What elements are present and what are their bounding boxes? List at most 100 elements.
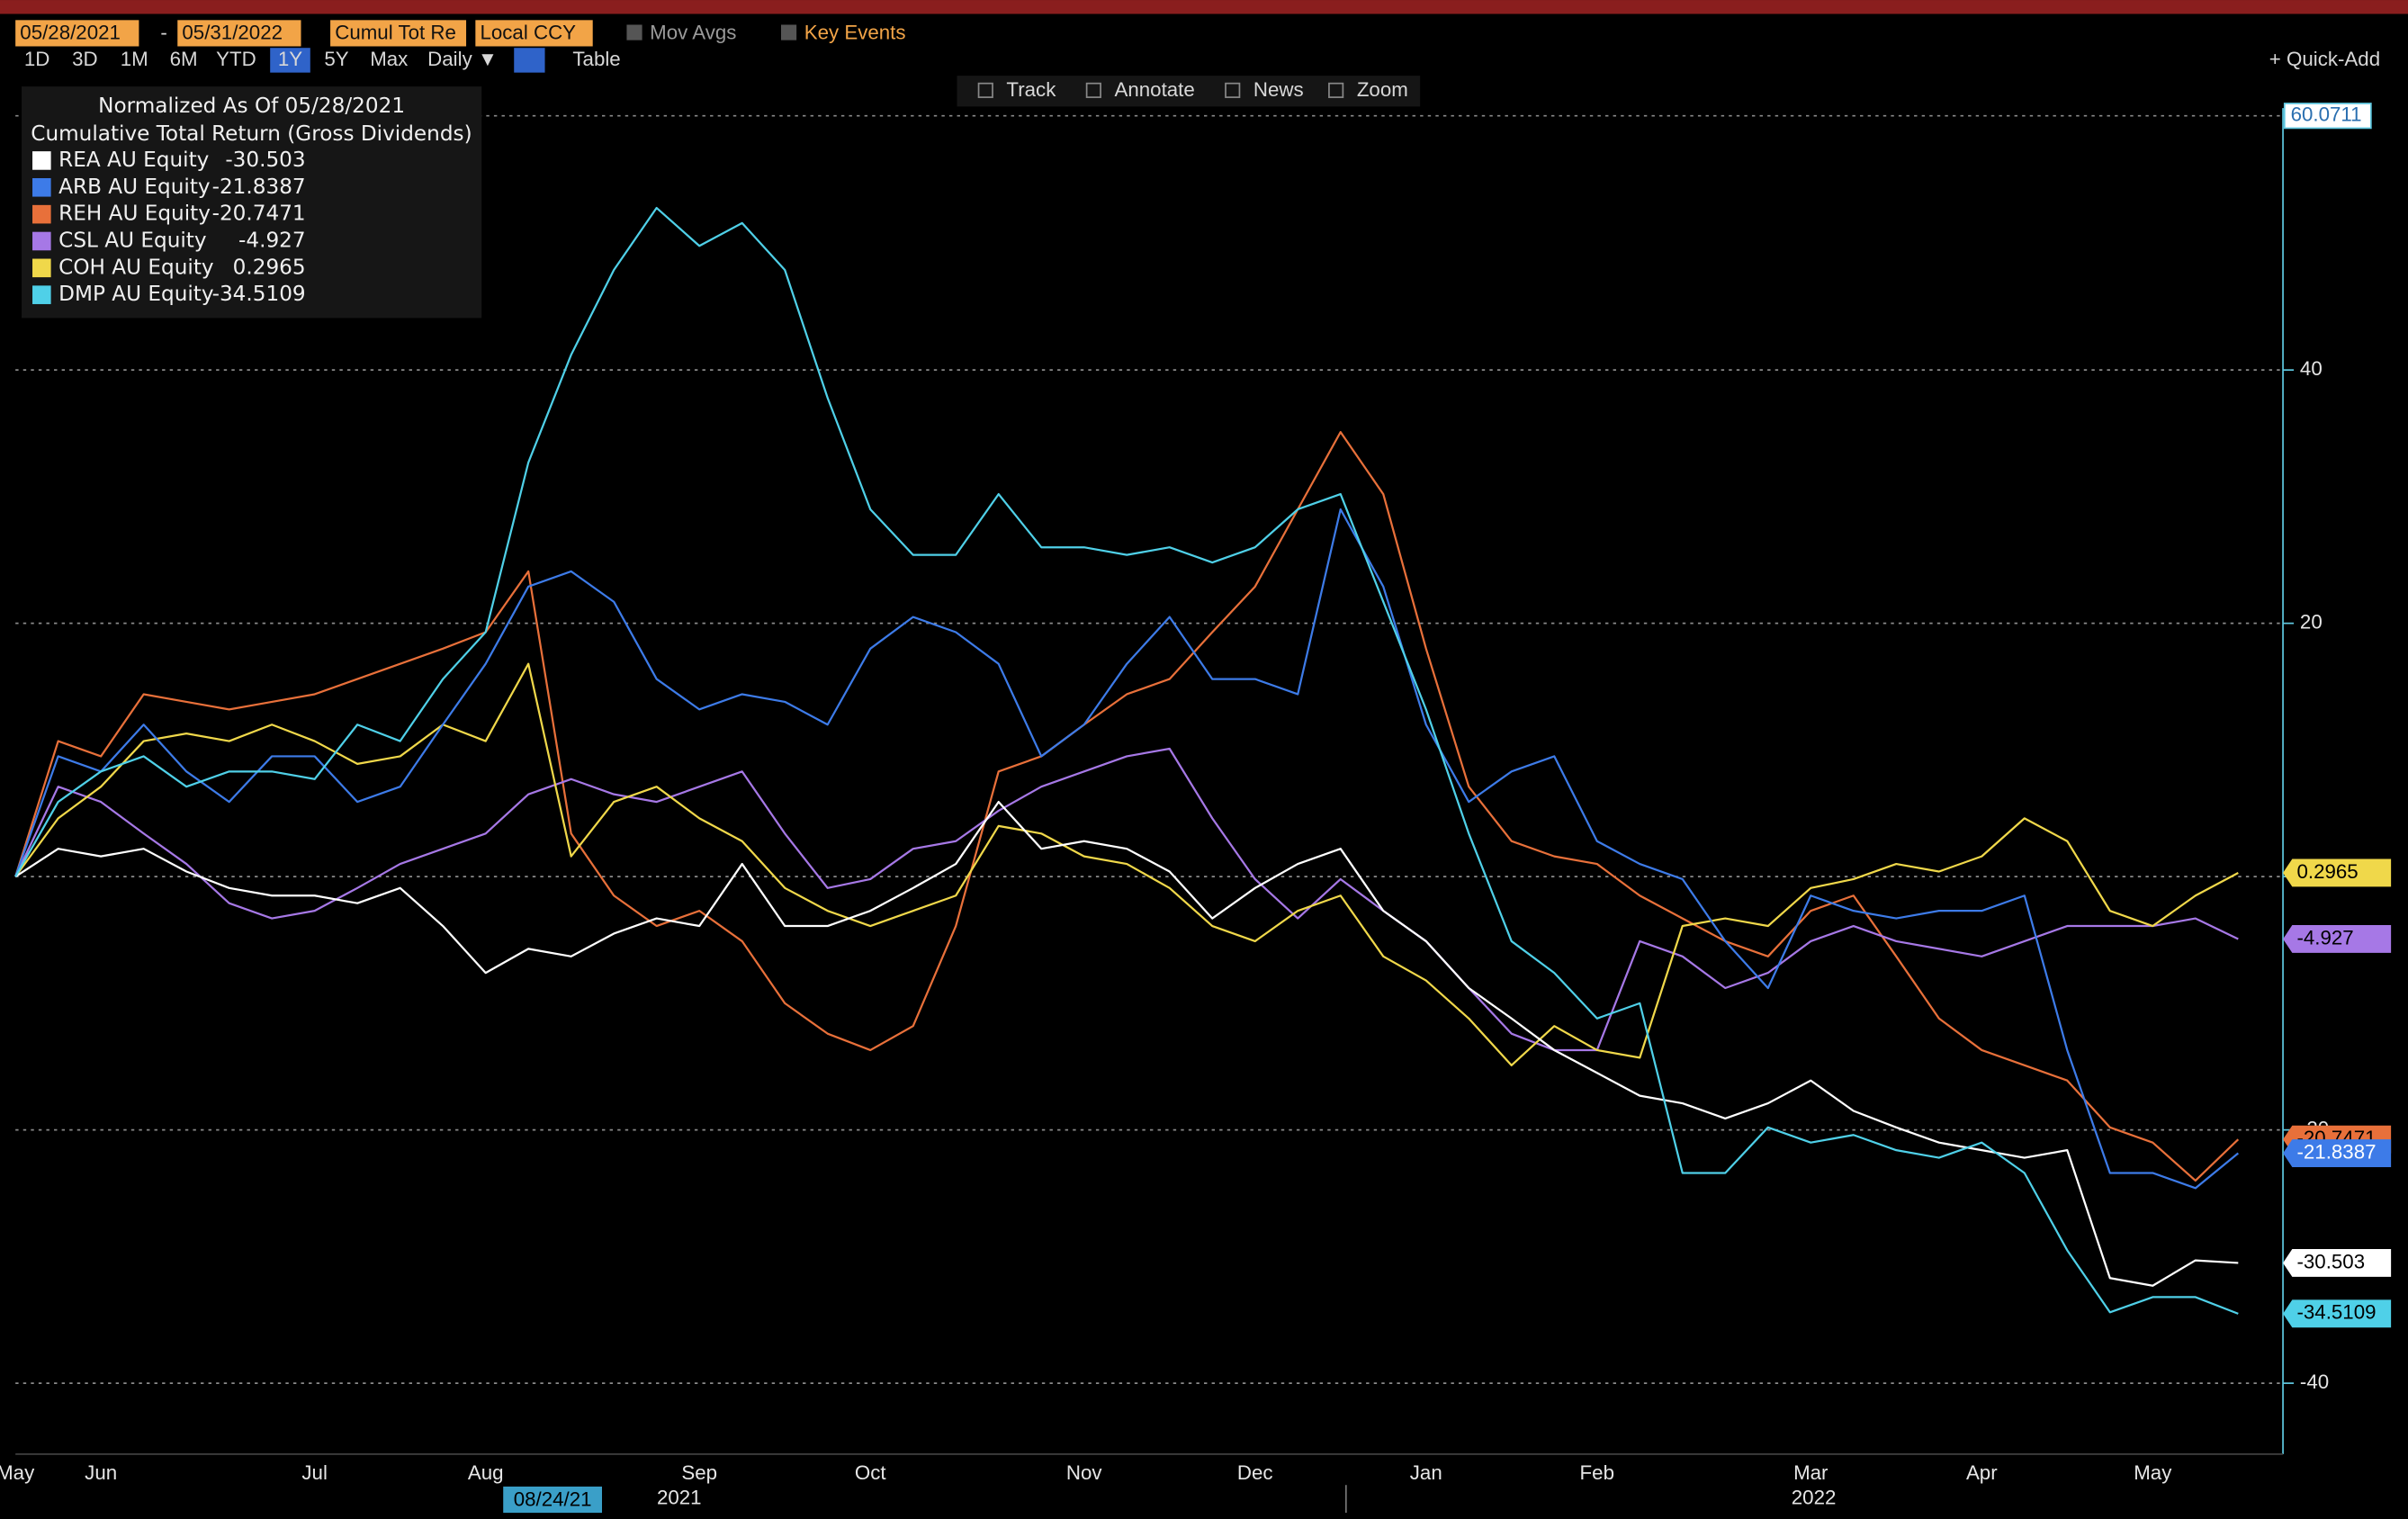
start-date-box[interactable]	[15, 20, 139, 47]
legend-value: -4.927	[238, 229, 306, 252]
mov-avgs-check[interactable]	[626, 24, 642, 40]
x-tick-label: Apr	[1966, 1461, 1998, 1484]
x-tick-label: Sep	[681, 1461, 717, 1484]
lines	[14, 206, 2240, 1315]
key-events-check[interactable]	[780, 24, 797, 40]
x-tick-label: Mar	[1793, 1461, 1828, 1484]
legend-label: CSL AU Equity	[58, 229, 206, 252]
series-line	[14, 508, 2240, 1190]
tool-icon	[1225, 82, 1241, 98]
range-button[interactable]: 1Y	[278, 48, 302, 70]
value-badge	[2283, 1249, 2392, 1277]
x-tick-label: Jun	[85, 1461, 117, 1484]
currency[interactable]: Local CCY	[480, 22, 576, 44]
legend-box	[22, 86, 482, 319]
range-button[interactable]: 1D	[24, 48, 50, 70]
legend-label: REA AU Equity	[58, 148, 209, 172]
table-button[interactable]: Table	[572, 48, 620, 70]
legend-swatch	[32, 204, 51, 224]
y-tick-label: 40	[2300, 357, 2323, 380]
value-badge-label: -34.5109	[2296, 1301, 2376, 1324]
value-badge-label: -4.927	[2296, 926, 2353, 948]
cursor-box	[503, 1486, 602, 1514]
range-button[interactable]: Max	[370, 48, 408, 70]
mov-avgs[interactable]: Mov Avgs	[650, 22, 736, 44]
field[interactable]: Cumul Tot Re	[335, 22, 456, 44]
x-tick-label: May	[2134, 1461, 2172, 1484]
y-tick-label: -40	[2300, 1371, 2329, 1393]
tool-button[interactable]: Zoom	[1357, 78, 1408, 101]
legend-title: Normalized As Of 05/28/2021	[98, 94, 405, 118]
x-tick-label: Jan	[1410, 1461, 1442, 1484]
legend-value: -30.503	[225, 148, 305, 172]
x-tick-label: Oct	[855, 1461, 886, 1484]
tool-icon	[1085, 82, 1101, 98]
tool-icon	[1328, 82, 1344, 98]
value-badge-label: -21.8387	[2296, 1140, 2376, 1163]
date-separator: -	[160, 22, 166, 44]
legend-value: -20.7471	[212, 202, 306, 226]
range-button[interactable]: 3D	[72, 48, 98, 70]
top-strip	[0, 0, 2408, 14]
legend-label: REH AU Equity	[58, 202, 211, 226]
series-line	[14, 431, 2240, 1182]
frequency[interactable]: Daily ▼	[427, 48, 498, 70]
legend-value: 0.2965	[233, 256, 306, 279]
year-label: 2022	[1792, 1487, 1837, 1509]
currency-box[interactable]	[475, 20, 593, 47]
tool-icon	[977, 82, 993, 98]
series-line	[14, 662, 2239, 1066]
legend-swatch	[32, 285, 51, 304]
range-button[interactable]: 5Y	[324, 48, 348, 70]
cursor-label: 08/24/21	[514, 1488, 592, 1510]
x-tick-label: Feb	[1580, 1461, 1614, 1484]
value-badge	[2283, 858, 2392, 887]
legend-label: ARB AU Equity	[58, 175, 210, 199]
value-badge	[2283, 925, 2392, 953]
ylim-label: 60.0711	[2291, 103, 2362, 126]
year-label: 2021	[657, 1487, 702, 1509]
legend-label: DMP AU Equity	[58, 283, 213, 306]
legend-swatch	[32, 151, 51, 170]
x-tick-label: Jul	[301, 1461, 328, 1484]
key-events[interactable]: Key Events	[804, 22, 906, 44]
x-tick-label: Nov	[1066, 1461, 1103, 1484]
legend-swatch	[32, 231, 51, 251]
chart-type-button[interactable]	[514, 48, 545, 73]
quick-add[interactable]: + Quick-Add	[2269, 48, 2380, 70]
value-badge-label: -30.503	[2296, 1250, 2365, 1272]
series-line	[14, 747, 2239, 1052]
start-date[interactable]: 05/28/2021	[20, 22, 121, 44]
series-line	[14, 800, 2239, 1287]
legend-value: -21.8387	[212, 175, 306, 199]
x-tick-label: Dec	[1237, 1461, 1273, 1484]
range-button[interactable]: YTD	[216, 48, 256, 70]
legend-label: COH AU Equity	[58, 256, 213, 279]
range-button[interactable]: 6M	[170, 48, 198, 70]
tools: Track Annotate News Zoom	[977, 78, 1408, 101]
end-date[interactable]: 05/31/2022	[182, 22, 283, 44]
value-badge	[2283, 1139, 2392, 1167]
tool-button[interactable]: Track	[1006, 78, 1056, 101]
x-tick-label: Aug	[468, 1461, 504, 1484]
range-selected	[270, 48, 310, 73]
tool-button[interactable]: Annotate	[1115, 78, 1195, 101]
last-value-badges: -20.7471-4.927-30.5030.2965-34.5109-21.8…	[2283, 858, 2392, 1328]
range-buttons: 1D 3D 1M 6M YTD 1Y 5Y Max	[24, 48, 408, 73]
legend-value: -34.5109	[212, 283, 306, 306]
legend: REA AU Equity -30.503 ARB AU Equity -21.838…	[32, 148, 306, 306]
field-box[interactable]	[330, 20, 467, 47]
value-badge-label: 0.2965	[2296, 860, 2358, 883]
range-button[interactable]: 1M	[121, 48, 148, 70]
y-tick-label: 20	[2300, 611, 2323, 634]
end-date-box[interactable]	[177, 20, 301, 47]
tool-button[interactable]: News	[1253, 78, 1304, 101]
legend-subtitle: Cumulative Total Return (Gross Dividends…	[31, 122, 472, 146]
series-line	[14, 206, 2239, 1315]
value-badge	[2283, 1299, 2392, 1328]
legend-swatch	[32, 258, 51, 278]
x-tick-label: May	[0, 1461, 35, 1484]
legend-swatch	[32, 177, 51, 197]
